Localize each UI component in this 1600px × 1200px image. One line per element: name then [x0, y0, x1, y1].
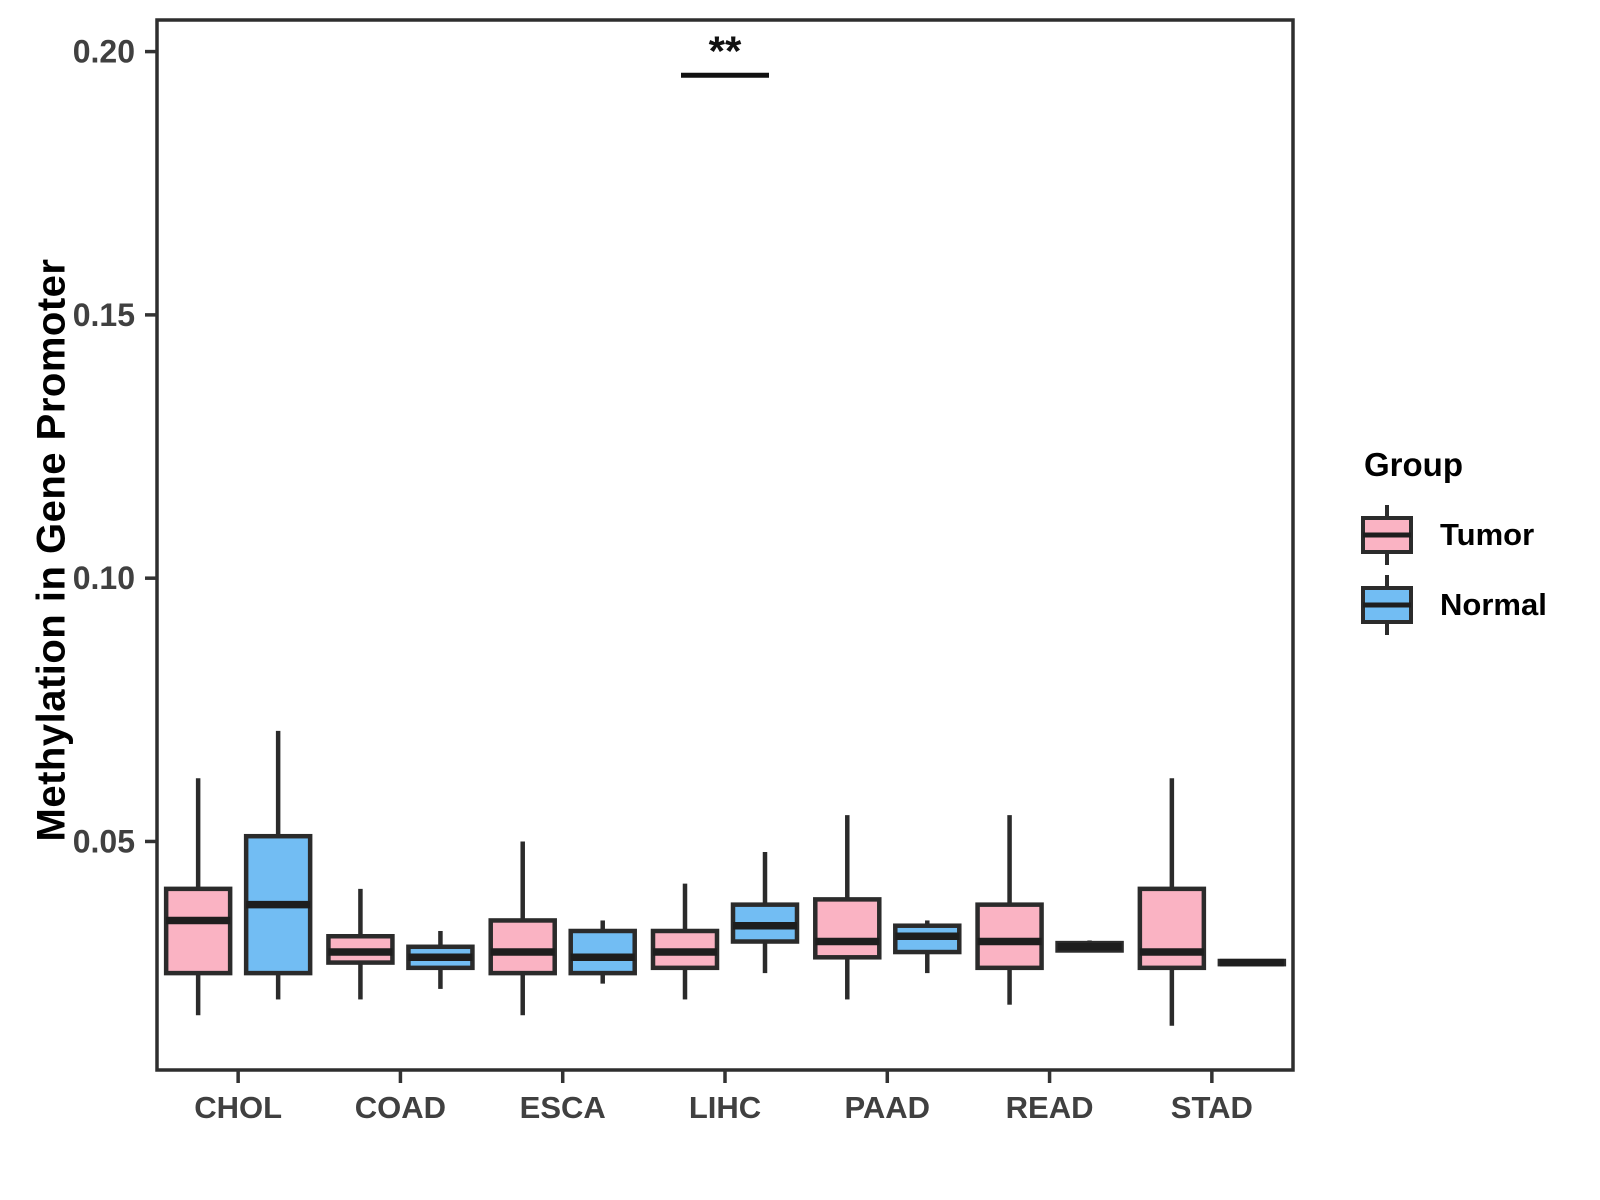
legend-title: Group: [1364, 446, 1463, 483]
legend-entry-normal: Normal: [1360, 570, 1547, 640]
normal-boxplot-key-icon: [1361, 575, 1413, 635]
legend-entry-tumor: Tumor: [1360, 500, 1547, 570]
box-iqr: [1137, 886, 1207, 971]
plot-panel: [155, 18, 1295, 1072]
legend-label-normal: Normal: [1440, 587, 1547, 622]
x-tick-label: PAAD: [845, 1090, 931, 1125]
box-iqr: [813, 897, 882, 960]
legend-label-tumor: Tumor: [1440, 517, 1535, 552]
legend: Group Tumor Normal: [1360, 446, 1547, 640]
x-tick-label: LIHC: [689, 1090, 761, 1125]
x-tick-label: COAD: [355, 1090, 446, 1125]
x-tick-label: CHOL: [194, 1090, 282, 1125]
x-tick-label: READ: [1006, 1090, 1094, 1125]
y-tick-label: 0.15: [73, 297, 135, 333]
y-axis-title: Methylation in Gene Promoter: [29, 258, 74, 842]
x-tick-label: STAD: [1171, 1090, 1253, 1125]
box-iqr: [568, 928, 637, 976]
significance-label: **: [709, 27, 742, 74]
y-tick-label: 0.05: [73, 823, 135, 859]
box-iqr: [163, 886, 233, 976]
box-iqr: [975, 902, 1044, 971]
tumor-boxplot-key-icon: [1361, 505, 1413, 565]
x-tick-label: ESCA: [520, 1090, 606, 1125]
y-tick-label: 0.10: [73, 560, 135, 596]
box-iqr: [488, 918, 557, 976]
y-tick-label: 0.20: [73, 34, 135, 70]
